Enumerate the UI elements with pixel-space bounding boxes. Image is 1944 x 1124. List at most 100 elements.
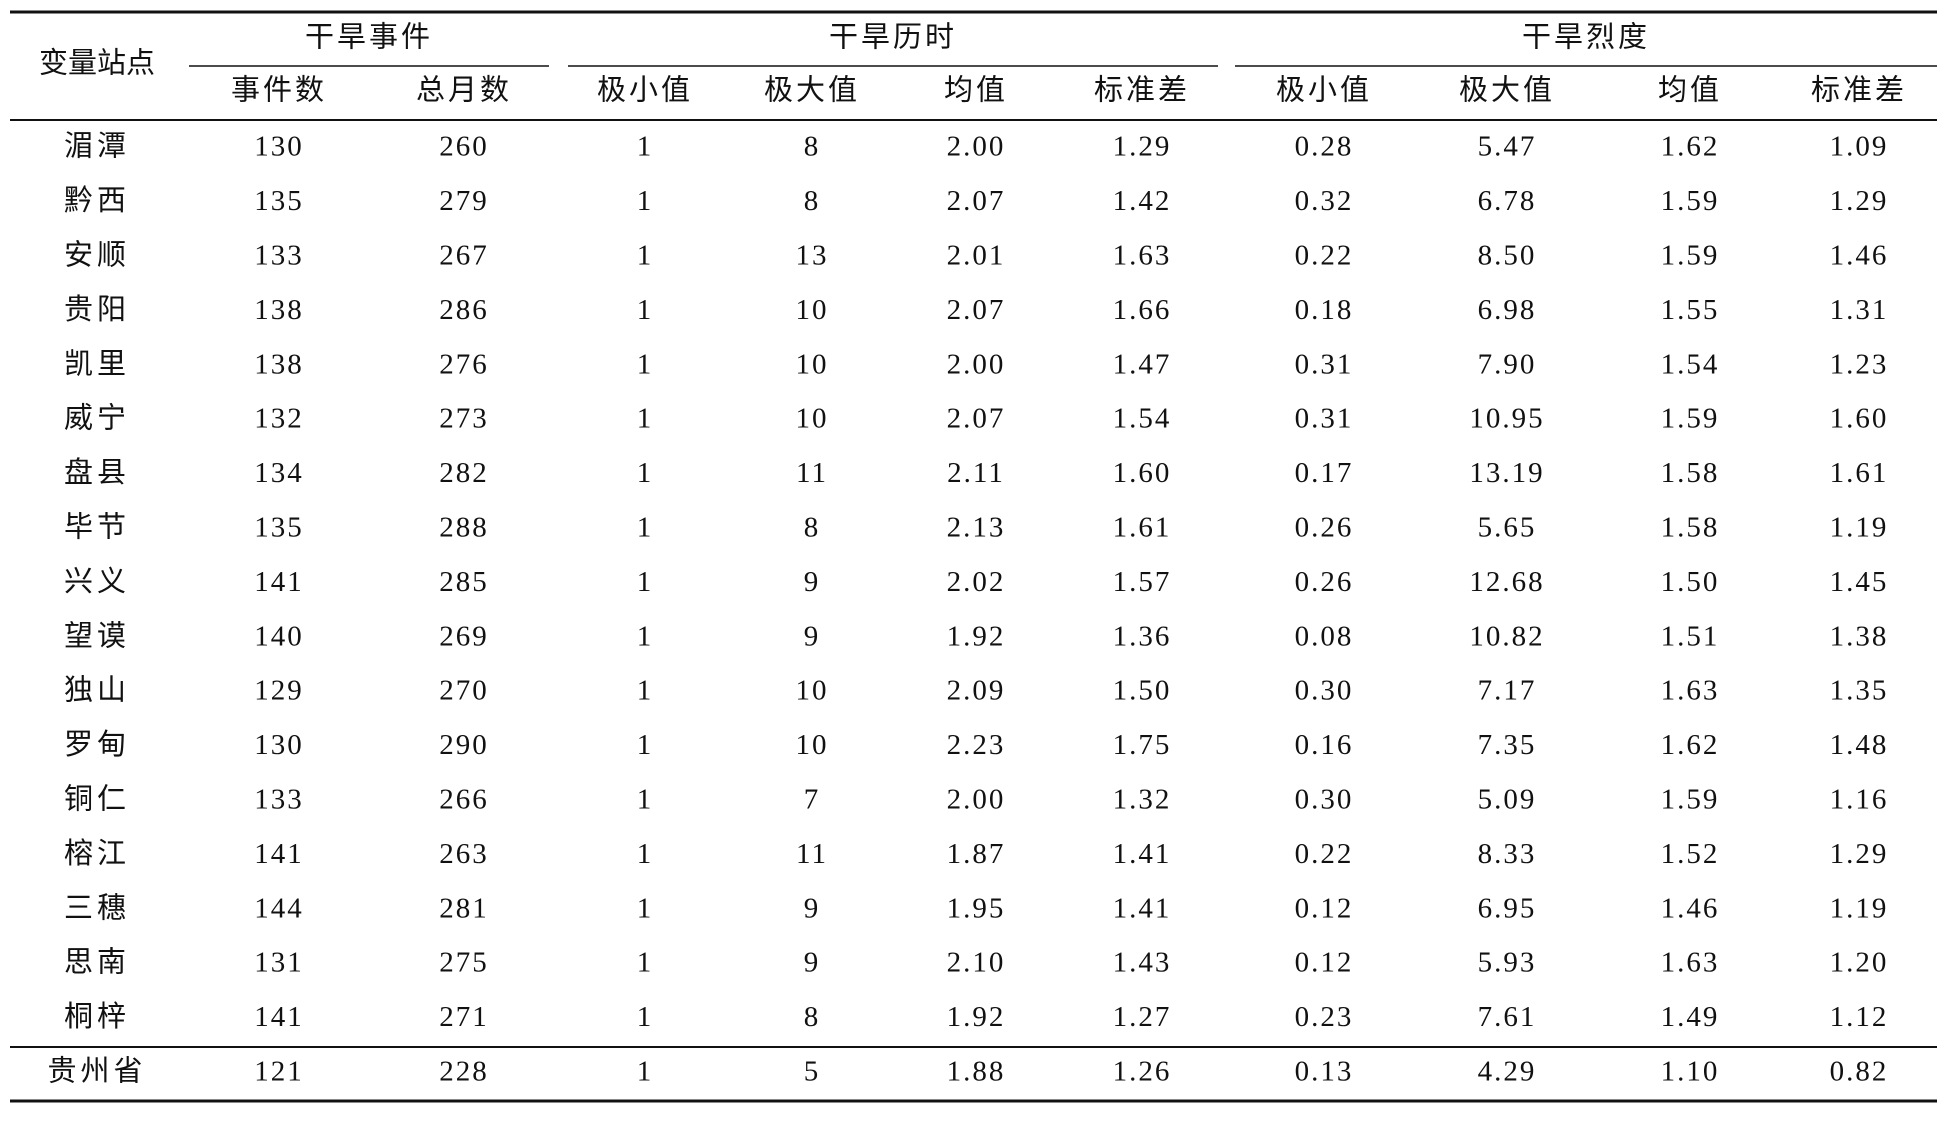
value-cell: 121 [254,1056,304,1088]
value-cell: 4.29 [1478,1056,1537,1088]
value-cell: 1 [637,1001,654,1033]
value-cell: 0.08 [1295,620,1354,652]
value-cell: 1.66 [1113,294,1172,326]
station-cell: 盘县 [64,456,130,489]
value-cell: 5.09 [1478,783,1537,815]
value-cell: 1 [637,239,654,271]
value-cell: 135 [254,511,304,543]
value-cell: 1 [637,511,654,543]
value-cell: 1.60 [1113,457,1172,489]
value-cell: 1.59 [1661,185,1720,217]
value-cell: 1 [637,947,654,979]
column-header: 标准差 [1811,74,1907,107]
value-cell: 228 [439,1056,489,1088]
value-cell: 5 [804,1056,821,1088]
value-cell: 260 [439,131,489,163]
value-cell: 1 [637,620,654,652]
value-cell: 141 [254,838,304,870]
value-cell: 279 [439,185,489,217]
value-cell: 1.61 [1113,511,1172,543]
station-cell: 毕节 [64,510,130,543]
value-cell: 7.90 [1478,348,1537,380]
value-cell: 270 [439,675,489,707]
value-cell: 9 [804,947,821,979]
value-cell: 10 [796,294,829,326]
value-cell: 271 [439,1001,489,1033]
column-header: 标准差 [1094,74,1190,107]
value-cell: 0.28 [1295,131,1354,163]
column-header: 总月数 [416,74,512,107]
value-cell: 7 [804,783,821,815]
station-cell: 黔西 [64,184,130,217]
value-cell: 1.10 [1661,1056,1720,1088]
value-cell: 1.63 [1113,239,1172,271]
value-cell: 0.12 [1295,947,1354,979]
value-cell: 6.98 [1478,294,1537,326]
value-cell: 9 [804,566,821,598]
value-cell: 131 [254,947,304,979]
value-cell: 129 [254,675,304,707]
value-cell: 11 [796,838,828,870]
station-cell: 贵州省 [47,1055,146,1088]
value-cell: 1.16 [1830,783,1889,815]
value-cell: 0.16 [1295,729,1354,761]
value-cell: 135 [254,185,304,217]
value-cell: 10.82 [1469,620,1544,652]
value-cell: 1 [637,294,654,326]
value-cell: 1.35 [1830,675,1889,707]
value-cell: 2.00 [947,131,1006,163]
value-cell: 1.09 [1830,131,1889,163]
value-cell: 2.00 [947,783,1006,815]
value-cell: 141 [254,1001,304,1033]
value-cell: 1.43 [1113,947,1172,979]
value-cell: 8 [804,185,821,217]
value-cell: 133 [254,239,304,271]
value-cell: 134 [254,457,304,489]
value-cell: 7.61 [1478,1001,1537,1033]
station-cell: 威宁 [64,402,130,435]
value-cell: 2.11 [947,457,1005,489]
value-cell: 2.00 [947,348,1006,380]
value-cell: 1.50 [1661,566,1720,598]
value-cell: 1.38 [1830,620,1889,652]
value-cell: 13.19 [1469,457,1544,489]
value-cell: 2.07 [947,185,1006,217]
value-cell: 0.17 [1295,457,1354,489]
value-cell: 6.95 [1478,892,1537,924]
value-cell: 1.46 [1661,892,1720,924]
value-cell: 1.88 [947,1056,1006,1088]
column-header: 极小值 [1276,74,1372,107]
value-cell: 1.95 [947,892,1006,924]
value-cell: 1.32 [1113,783,1172,815]
column-header: 极大值 [764,74,860,107]
value-cell: 1.63 [1661,947,1720,979]
value-cell: 1 [637,566,654,598]
value-cell: 1.50 [1113,675,1172,707]
value-cell: 8.33 [1478,838,1537,870]
stub-header: 变量站点 [39,47,155,80]
value-cell: 1.47 [1113,348,1172,380]
value-cell: 8 [804,511,821,543]
station-cell: 罗甸 [64,728,130,761]
station-cell: 铜仁 [64,782,130,815]
station-cell: 独山 [64,674,130,707]
value-cell: 1.36 [1113,620,1172,652]
value-cell: 1.59 [1661,783,1720,815]
value-cell: 2.23 [947,729,1006,761]
value-cell: 12.68 [1469,566,1544,598]
value-cell: 269 [439,620,489,652]
value-cell: 1.57 [1113,566,1172,598]
value-cell: 5.93 [1478,947,1537,979]
value-cell: 290 [439,729,489,761]
value-cell: 1.58 [1661,511,1720,543]
value-cell: 1.45 [1830,566,1889,598]
value-cell: 130 [254,131,304,163]
value-cell: 0.30 [1295,783,1354,815]
value-cell: 0.22 [1295,239,1354,271]
value-cell: 1.42 [1113,185,1172,217]
column-header: 均值 [944,74,1008,107]
value-cell: 1.23 [1830,348,1889,380]
value-cell: 7.17 [1478,675,1537,707]
group-header: 干旱烈度 [1522,21,1650,54]
value-cell: 1.29 [1113,131,1172,163]
